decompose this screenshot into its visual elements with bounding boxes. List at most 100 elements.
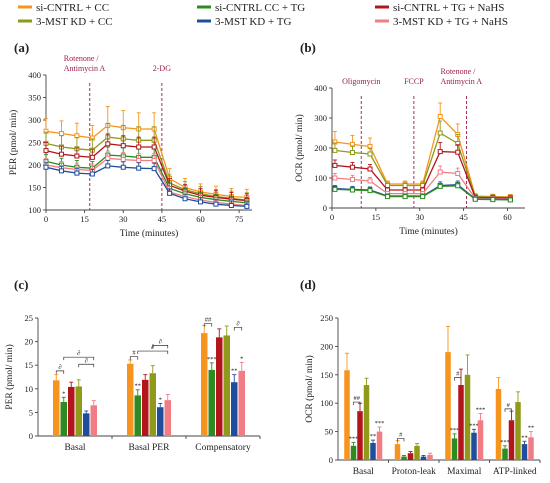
significance-label: *** bbox=[450, 427, 460, 434]
y-axis-title: PER (pmol/ min) bbox=[8, 110, 19, 175]
significance-bracket bbox=[504, 408, 512, 412]
panel-label: (c) bbox=[14, 277, 28, 292]
bar bbox=[149, 373, 156, 436]
significance-label: * bbox=[62, 390, 65, 397]
y-tick-label: 400 bbox=[28, 70, 41, 80]
bar bbox=[407, 453, 414, 460]
data-point bbox=[332, 162, 338, 168]
series-line bbox=[45, 165, 247, 208]
legend-label: 3-MST KD + TG bbox=[215, 16, 291, 28]
bracket-label: ## bbox=[205, 317, 212, 324]
line-chart-0: (a) 100 150 200 250 300 350 400 0 15 30 45 60 75 Time … bbox=[8, 40, 252, 239]
bar bbox=[142, 379, 149, 436]
significance-bracket bbox=[137, 350, 169, 355]
bar bbox=[464, 374, 471, 460]
bar bbox=[401, 456, 407, 460]
data-point bbox=[332, 147, 338, 153]
category-label: Compensatory bbox=[195, 443, 251, 453]
significance-bracket bbox=[454, 377, 462, 381]
y-tick-label: 300 bbox=[314, 113, 327, 123]
significance-label: ** bbox=[231, 368, 238, 375]
legend: si-CNTRL + CC si-CNTRL CC + TG si-CNTRL + … bbox=[18, 2, 508, 28]
legend-label: si-CNTRL + CC bbox=[36, 2, 109, 14]
significance-bracket bbox=[63, 356, 95, 361]
data-point bbox=[244, 203, 250, 209]
data-point bbox=[182, 196, 188, 202]
data-point bbox=[437, 130, 443, 136]
data-point bbox=[367, 188, 373, 194]
bar bbox=[458, 385, 464, 460]
bar bbox=[357, 411, 363, 460]
bar bbox=[515, 402, 521, 460]
data-point bbox=[120, 143, 126, 149]
injection-marker-label: 2-DG bbox=[153, 64, 171, 73]
y-tick-label: 100 bbox=[28, 205, 41, 215]
panel-label: (b) bbox=[300, 40, 316, 55]
significance-label: * bbox=[159, 396, 162, 403]
data-point bbox=[151, 166, 157, 172]
data-point bbox=[213, 201, 219, 207]
data-point bbox=[105, 141, 111, 147]
y-tick-label: 100 bbox=[314, 173, 327, 183]
series-line-group bbox=[43, 160, 250, 209]
significance-bracket bbox=[55, 370, 65, 374]
data-point bbox=[420, 194, 426, 200]
data-point bbox=[367, 178, 373, 184]
bar bbox=[420, 456, 427, 460]
bar bbox=[495, 389, 502, 460]
line-chart-1: (b) 0 100 200 300 400 0 15 30 45 60 Time (minutes) O… bbox=[294, 40, 525, 237]
bracket-label: ∂ bbox=[58, 364, 61, 371]
data-point bbox=[167, 190, 173, 196]
significance-label: *** bbox=[469, 422, 479, 429]
bar bbox=[508, 420, 515, 460]
bar-chart-3: (d) 0 50 100 150 200 250 Basal Proton-leak Maxima… bbox=[300, 277, 541, 477]
data-point bbox=[455, 171, 461, 176]
y-tick-label: 25 bbox=[25, 313, 34, 323]
bar bbox=[376, 431, 383, 460]
data-point bbox=[151, 158, 157, 163]
data-point bbox=[89, 171, 95, 177]
data-point bbox=[58, 151, 64, 157]
data-point bbox=[105, 155, 111, 161]
significance-label: *** bbox=[207, 356, 217, 363]
bar bbox=[528, 437, 534, 460]
data-point bbox=[490, 197, 496, 203]
data-point bbox=[332, 175, 338, 181]
bar bbox=[238, 370, 245, 436]
bar bbox=[157, 407, 164, 436]
y-axis-title: OCR (pmol/ min) bbox=[294, 114, 305, 182]
y-tick-label: 100 bbox=[320, 398, 333, 408]
bracket-label: ## bbox=[354, 395, 361, 402]
y-tick-label: 0 bbox=[29, 431, 33, 441]
bar bbox=[216, 337, 223, 436]
bar-chart-2: (c) 0 5 10 15 20 25 Basal Basal PER Compensatory P… bbox=[4, 277, 261, 453]
significance-label: ** bbox=[528, 425, 535, 432]
data-point bbox=[198, 199, 203, 205]
significance-bracket bbox=[152, 345, 169, 349]
data-point bbox=[367, 166, 373, 172]
data-point bbox=[136, 158, 142, 163]
series-line-group bbox=[43, 106, 250, 200]
data-point bbox=[385, 183, 391, 188]
injection-marker-label: Oligomycin bbox=[342, 77, 380, 86]
significance-label: *** bbox=[476, 406, 486, 413]
data-point bbox=[402, 183, 408, 188]
data-point bbox=[105, 163, 111, 169]
significance-label: *** bbox=[349, 435, 359, 442]
y-tick-label: 350 bbox=[28, 93, 41, 103]
data-point bbox=[136, 144, 142, 150]
data-point bbox=[455, 183, 461, 189]
bar bbox=[164, 400, 171, 436]
bracket-label: # bbox=[507, 402, 511, 409]
significance-bracket bbox=[353, 401, 361, 406]
significance-label: * bbox=[240, 355, 243, 362]
data-point bbox=[455, 149, 461, 155]
data-point bbox=[437, 149, 443, 155]
bar bbox=[477, 420, 484, 460]
y-tick-label: 5 bbox=[29, 407, 33, 417]
bracket-label: # bbox=[399, 431, 403, 438]
series-line-group bbox=[332, 182, 513, 203]
significance-bracket bbox=[129, 356, 139, 360]
y-tick-label: 200 bbox=[314, 143, 327, 153]
